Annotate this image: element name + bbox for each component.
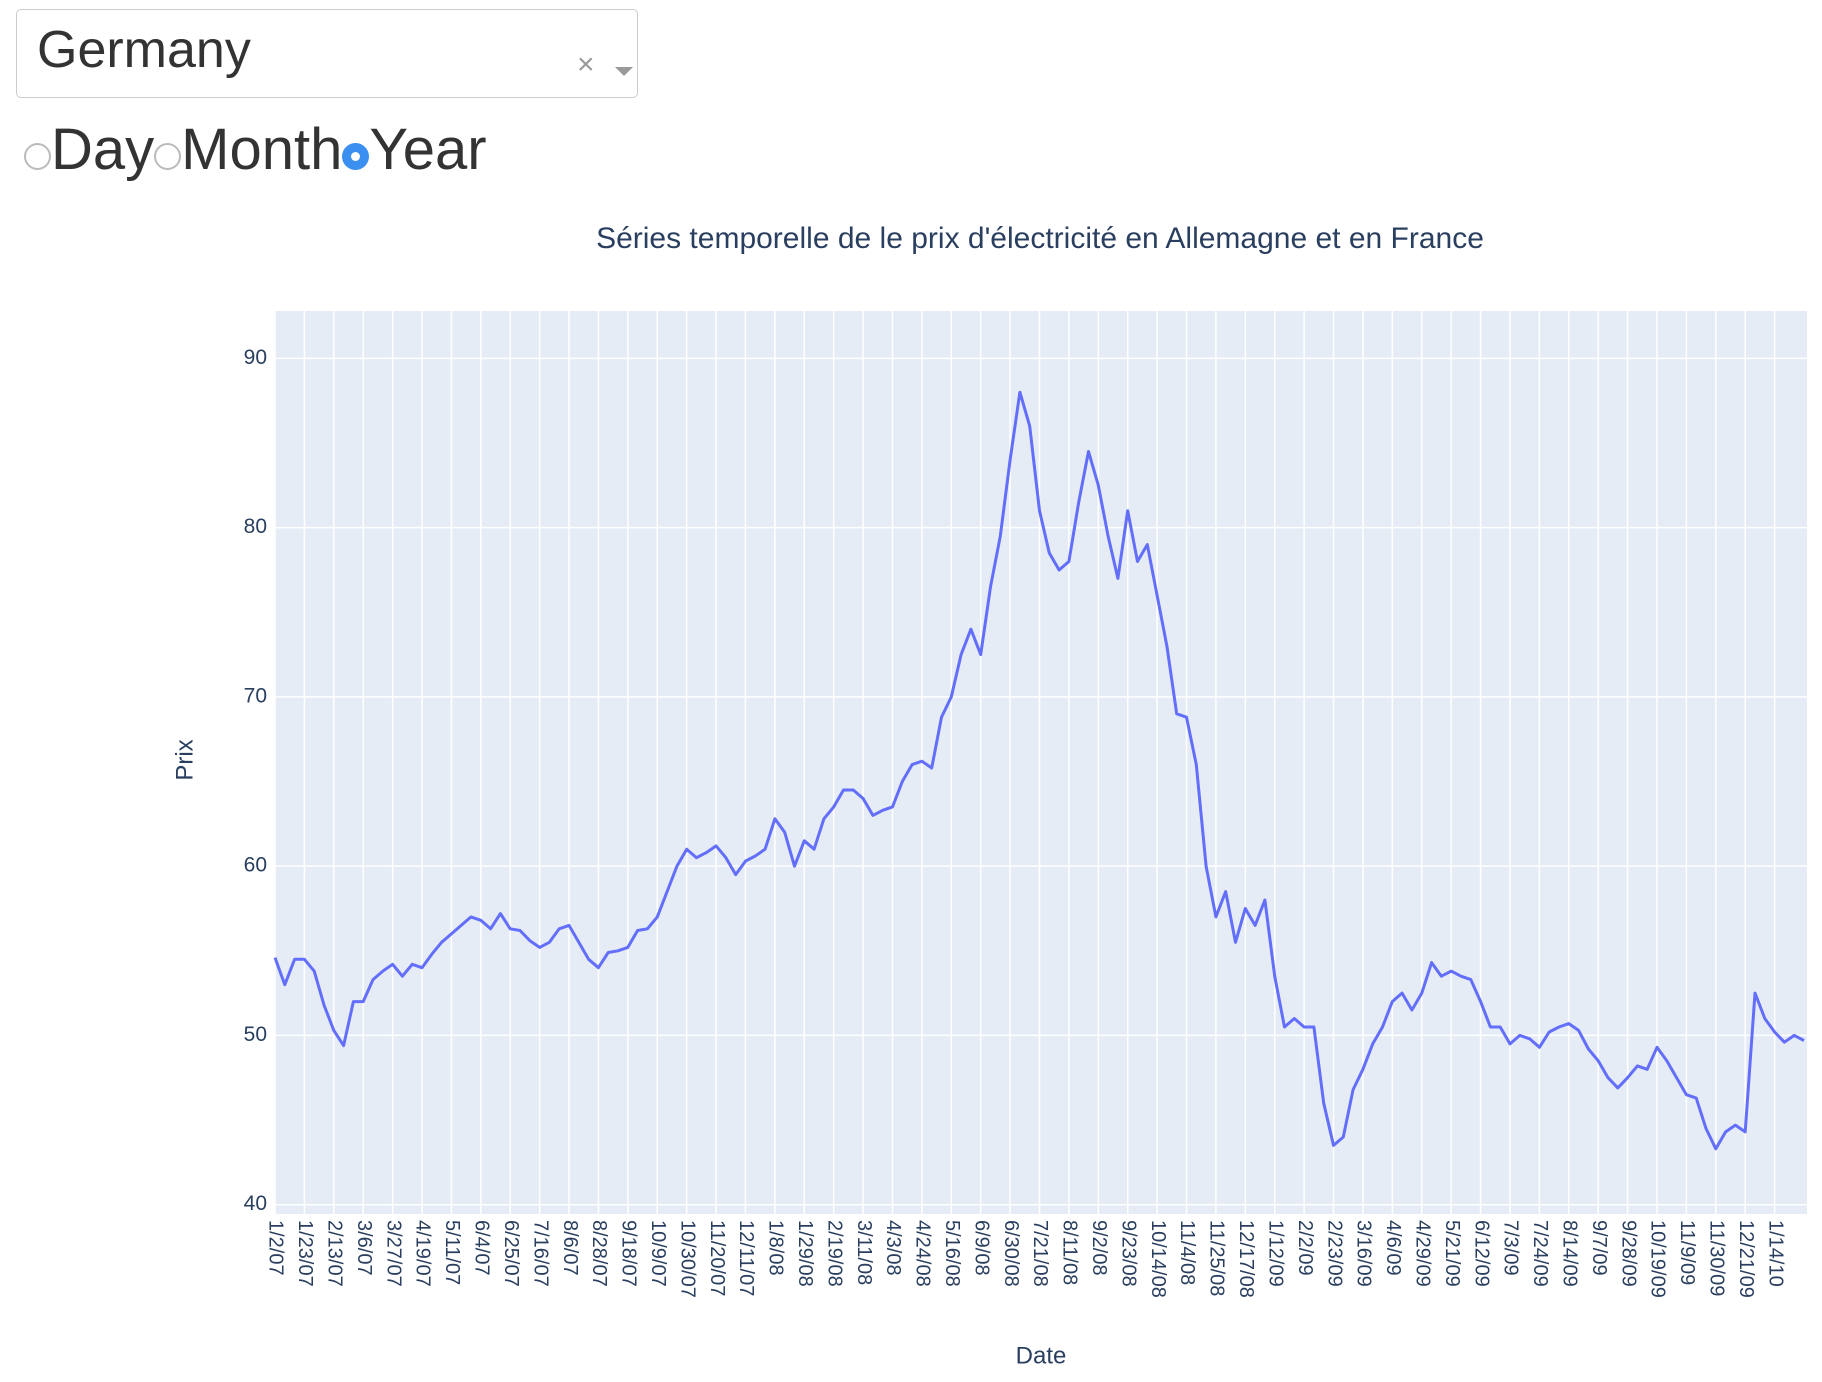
y-tick-label: 90	[244, 346, 267, 369]
x-tick-label: 9/18/07	[618, 1220, 640, 1287]
x-tick-label: 10/19/09	[1647, 1220, 1669, 1298]
x-tick-label: 6/4/07	[471, 1220, 493, 1276]
x-tick-label: 4/24/08	[912, 1220, 934, 1287]
x-tick-label: 8/11/08	[1059, 1220, 1081, 1285]
x-tick-label: 10/30/07	[676, 1220, 698, 1298]
x-tick-label: 11/30/09	[1706, 1220, 1728, 1296]
x-tick-label: 10/9/07	[647, 1220, 669, 1287]
radio-label: Day	[51, 117, 155, 182]
x-tick-label: 11/25/08	[1206, 1220, 1228, 1296]
radio-option[interactable]: Year	[342, 116, 487, 183]
y-tick-label: 40	[244, 1192, 267, 1215]
x-tick-label: 2/13/07	[324, 1220, 346, 1287]
x-tick-label: 1/29/08	[794, 1220, 816, 1287]
x-tick-label: 10/14/08	[1147, 1220, 1169, 1298]
x-tick-label: 5/21/09	[1441, 1220, 1463, 1287]
y-axis-title: Prix	[171, 739, 198, 780]
y-tick-label: 80	[244, 515, 267, 538]
radio-button[interactable]	[154, 143, 182, 170]
y-tick-label: 50	[244, 1023, 267, 1046]
x-tick-label: 5/16/08	[941, 1220, 963, 1287]
radio-button[interactable]	[24, 143, 51, 170]
x-tick-label: 12/21/09	[1735, 1220, 1757, 1298]
x-tick-label: 5/11/07	[441, 1220, 463, 1285]
x-tick-label: 11/20/07	[706, 1220, 728, 1296]
x-tick-label: 9/23/08	[1117, 1220, 1139, 1287]
x-tick-label: 9/28/09	[1617, 1220, 1639, 1287]
x-axis-title: Date	[1016, 1342, 1067, 1369]
x-tick-label: 8/14/09	[1558, 1220, 1580, 1287]
x-tick-label: 9/7/09	[1588, 1220, 1610, 1276]
x-tick-label: 3/11/08	[853, 1220, 875, 1285]
y-tick-label: 70	[244, 684, 267, 707]
x-tick-label: 4/6/09	[1382, 1220, 1404, 1276]
x-tick-label: 12/17/08	[1235, 1220, 1257, 1298]
x-tick-label: 2/2/09	[1294, 1220, 1316, 1276]
x-tick-label: 1/14/10	[1764, 1220, 1786, 1287]
x-tick-label: 1/8/08	[765, 1220, 787, 1276]
x-tick-label: 3/6/07	[353, 1220, 375, 1276]
x-tick-label: 4/29/09	[1411, 1220, 1433, 1287]
x-tick-label: 9/2/08	[1088, 1220, 1110, 1276]
x-tick-label: 4/3/08	[882, 1220, 904, 1276]
x-tick-label: 7/24/09	[1529, 1220, 1551, 1287]
plot-background	[275, 311, 1807, 1214]
radio-label: Year	[369, 117, 487, 182]
x-tick-label: 11/9/09	[1676, 1220, 1698, 1285]
radio-button[interactable]	[342, 143, 370, 170]
x-tick-label: 7/21/08	[1029, 1220, 1051, 1287]
x-tick-label: 7/16/07	[529, 1220, 551, 1287]
x-tick-label: 4/19/07	[412, 1220, 434, 1287]
clear-icon[interactable]: ×	[577, 48, 595, 81]
x-tick-label: 6/30/08	[1000, 1220, 1022, 1287]
x-tick-label: 7/3/09	[1500, 1220, 1522, 1276]
radio-label: Month	[181, 117, 343, 182]
radio-option[interactable]: Month	[154, 116, 342, 183]
x-tick-label: 2/19/08	[823, 1220, 845, 1287]
x-tick-label: 12/11/07	[735, 1220, 757, 1296]
x-tick-label: 2/23/09	[1323, 1220, 1345, 1287]
x-tick-label: 6/12/09	[1470, 1220, 1492, 1287]
y-tick-label: 60	[244, 854, 267, 877]
x-tick-label: 11/4/08	[1176, 1220, 1198, 1285]
price-line	[273, 390, 1805, 1151]
dropdown-caret[interactable]	[615, 67, 633, 76]
x-tick-label: 6/9/08	[970, 1220, 992, 1276]
x-tick-label: 1/12/09	[1264, 1220, 1286, 1287]
x-tick-label: 1/2/07	[265, 1220, 287, 1276]
radio-option[interactable]: Day	[24, 116, 154, 183]
x-tick-label: 3/16/09	[1353, 1220, 1375, 1287]
chart-title: Séries temporelle de le prix d'électrici…	[596, 222, 1484, 255]
x-tick-label: 3/27/07	[382, 1220, 404, 1287]
x-tick-label: 1/23/07	[294, 1220, 316, 1287]
period-radio-group: Day Month Year	[24, 116, 487, 183]
dropdown-value: Germany	[37, 21, 251, 79]
x-tick-label: 6/25/07	[500, 1220, 522, 1287]
x-tick-label: 8/28/07	[588, 1220, 610, 1287]
x-tick-label: 8/6/07	[559, 1220, 581, 1276]
country-dropdown[interactable]: Germany ×	[16, 9, 638, 98]
